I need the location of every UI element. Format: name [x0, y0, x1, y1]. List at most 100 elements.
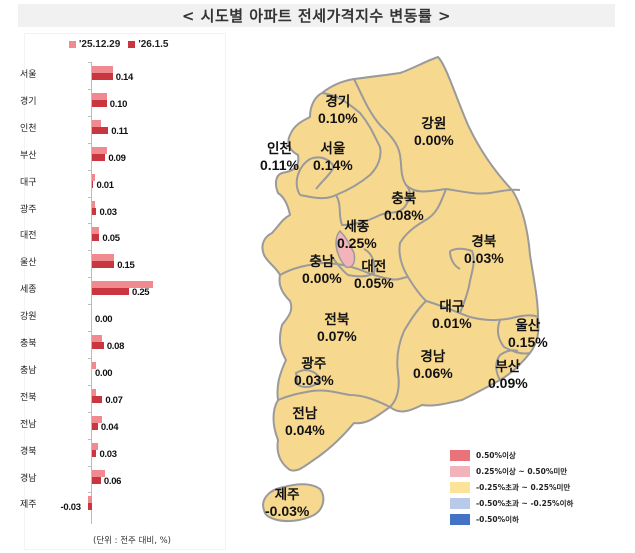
bar-row: 강원 0.00 [0, 308, 220, 334]
map-region-label: 서울 0.14% [313, 140, 353, 174]
row-label: 경기 [20, 96, 37, 107]
region-name: 충남 [309, 254, 335, 269]
bar-curr-week [92, 234, 100, 242]
value-label: 0.05 [102, 233, 120, 245]
bar-row: 부산 0.09 [0, 146, 220, 173]
map-legend-item: 0.25%이상 ~ 0.50%미만 [450, 464, 573, 479]
legend-label-curr: '26.1.5 [138, 39, 169, 50]
map-region-label: 제주 -0.03% [265, 486, 309, 520]
region-name: 경기 [325, 94, 351, 109]
map-legend-item: -0.50%초과 ~ -0.25%이하 [450, 496, 573, 511]
value-label: 0.04 [100, 421, 119, 433]
map-legend-item: -0.25%초과 ~ 0.25%미만 [450, 480, 573, 495]
value-label: 0.09 [108, 152, 126, 164]
region-value: 0.15% [508, 334, 548, 350]
row-label: 인천 [20, 123, 37, 134]
region-name: 울산 [515, 318, 541, 333]
map-region-label: 광주 0.03% [294, 355, 334, 389]
legend-swatch-prev [69, 41, 76, 48]
chart-title: < 시도별 아파트 전세가격지수 변동률 > [18, 4, 615, 27]
legend-label-prev: '25.12.29 [79, 39, 121, 50]
axis-tick [88, 304, 92, 306]
value-label: 0.25 [132, 287, 150, 299]
bar-row: 울산 0.15 [0, 254, 220, 280]
bar-row: 인천 0.11 [0, 119, 220, 146]
bar-chart-panel [24, 33, 226, 550]
value-label: 0.03 [99, 448, 117, 460]
map-legend-swatch [450, 482, 470, 493]
row-label: 충북 [20, 339, 37, 349]
axis-tick [88, 492, 92, 494]
border-chungnam [279, 262, 409, 281]
region-name: 강원 [421, 116, 447, 131]
unit-note: (단위 : 전주 대비, %) [93, 536, 172, 546]
bar-prev-week [92, 335, 103, 342]
map-legend-item: -0.50%이하 [450, 512, 573, 527]
mainland-shape [261, 56, 540, 472]
bar-prev-week [92, 227, 100, 235]
row-label: 광주 [20, 204, 37, 215]
value-label: 0.06 [103, 475, 122, 487]
border-seoul-incheon [295, 156, 335, 196]
bar-curr-week [92, 261, 115, 269]
region-name: 광주 [301, 356, 327, 371]
bar-prev-week [92, 173, 95, 181]
row-label: 제주 [20, 500, 37, 511]
bar-prev-week [92, 119, 101, 127]
row-label: 경북 [20, 446, 37, 457]
row-label: 경남 [20, 473, 37, 484]
border-gyeongnam [389, 300, 427, 408]
map-region-label: 인천 0.11% [260, 140, 299, 174]
value-label: 0.10 [109, 98, 128, 110]
bar-prev-week [92, 146, 107, 154]
region-value: 0.00% [302, 270, 342, 286]
row-label: 대전 [20, 231, 37, 242]
map-legend-item: 0.50%이상 [450, 448, 573, 463]
row-label: 부산 [20, 150, 37, 161]
region-value: 0.04% [285, 422, 325, 438]
bar-prev-week [92, 92, 107, 100]
bar-curr-week [92, 288, 129, 296]
bar-row: 경기 0.10 [0, 92, 220, 119]
border-daegu [449, 247, 475, 314]
region-value: 0.03% [294, 372, 334, 388]
map-region-label: 전북 0.07% [317, 311, 357, 345]
border-chungbuk [335, 184, 411, 226]
region-value: 0.05% [354, 275, 394, 291]
axis-tick [88, 250, 92, 252]
korea-map [261, 56, 540, 523]
value-label: 0.15 [117, 260, 135, 272]
row-label: 울산 [20, 258, 37, 269]
axis-tick [88, 62, 92, 63]
bar-row: 광주 0.03 [0, 200, 220, 227]
map-legend-label: 0.50%이상 [476, 451, 516, 460]
region-value: 0.14% [313, 157, 353, 173]
bar-row: 경북 0.03 [0, 442, 220, 469]
axis-tick [88, 465, 92, 467]
map-region-label: 경기 0.10% [318, 93, 358, 127]
bar-row: 전북 0.07 [0, 388, 220, 415]
region-value: 0.10% [318, 110, 358, 126]
bar-row: 경남 0.06 [0, 469, 220, 496]
row-label: 서울 [20, 70, 37, 80]
region-value: 0.06% [413, 365, 453, 381]
bar-curr-week [92, 207, 97, 215]
axis-tick [88, 169, 92, 171]
bar-prev-week [92, 361, 97, 369]
map-region-label: 대전 0.05% [354, 258, 394, 292]
region-value: 0.00% [414, 132, 454, 148]
region-name: 충북 [391, 191, 417, 206]
legend-item-curr: '26.1.5 [128, 39, 169, 50]
region-name: 대전 [361, 259, 387, 274]
bar-prev-week [92, 469, 106, 477]
sejong-region [335, 229, 356, 269]
border-jeonbuk [277, 389, 391, 408]
bar-row: 대구 0.01 [0, 173, 220, 200]
value-label: 0.08 [106, 341, 125, 352]
map-legend-label: -0.25%초과 ~ 0.25%미만 [476, 483, 571, 492]
value-label: 0.07 [105, 394, 123, 406]
value-label: 0.14 [115, 72, 134, 83]
map-region-label: 경남 0.06% [413, 348, 453, 382]
axis-tick [88, 142, 92, 144]
axis-tick [88, 384, 92, 386]
